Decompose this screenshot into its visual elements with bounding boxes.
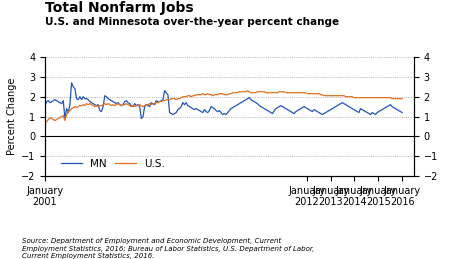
Text: U.S. and Minnesota over-the-year percent change: U.S. and Minnesota over-the-year percent… bbox=[45, 17, 339, 27]
MN bbox=[320, 113, 325, 116]
Line: MN: MN bbox=[45, 83, 402, 119]
U.S. bbox=[245, 89, 250, 92]
MN bbox=[126, 101, 131, 104]
MN bbox=[348, 106, 353, 109]
U.S. bbox=[318, 93, 324, 96]
MN bbox=[42, 104, 48, 107]
MN bbox=[400, 111, 405, 114]
U.S. bbox=[250, 91, 255, 94]
MN bbox=[62, 117, 68, 120]
U.S. bbox=[346, 95, 351, 98]
U.S. bbox=[400, 97, 405, 100]
Legend: MN, U.S.: MN, U.S. bbox=[61, 159, 166, 169]
Text: Total Nonfarm Jobs: Total Nonfarm Jobs bbox=[45, 1, 193, 15]
Y-axis label: Percent Change: Percent Change bbox=[7, 78, 17, 155]
MN bbox=[248, 98, 254, 101]
Text: Source: Department of Employment and Economic Development, Current
Employment St: Source: Department of Employment and Eco… bbox=[22, 238, 315, 259]
U.S. bbox=[247, 90, 252, 93]
U.S. bbox=[42, 122, 48, 125]
U.S. bbox=[132, 105, 137, 108]
U.S. bbox=[122, 103, 127, 106]
MN bbox=[69, 81, 74, 84]
Line: U.S.: U.S. bbox=[45, 91, 402, 124]
MN bbox=[135, 103, 141, 106]
MN bbox=[252, 100, 257, 103]
